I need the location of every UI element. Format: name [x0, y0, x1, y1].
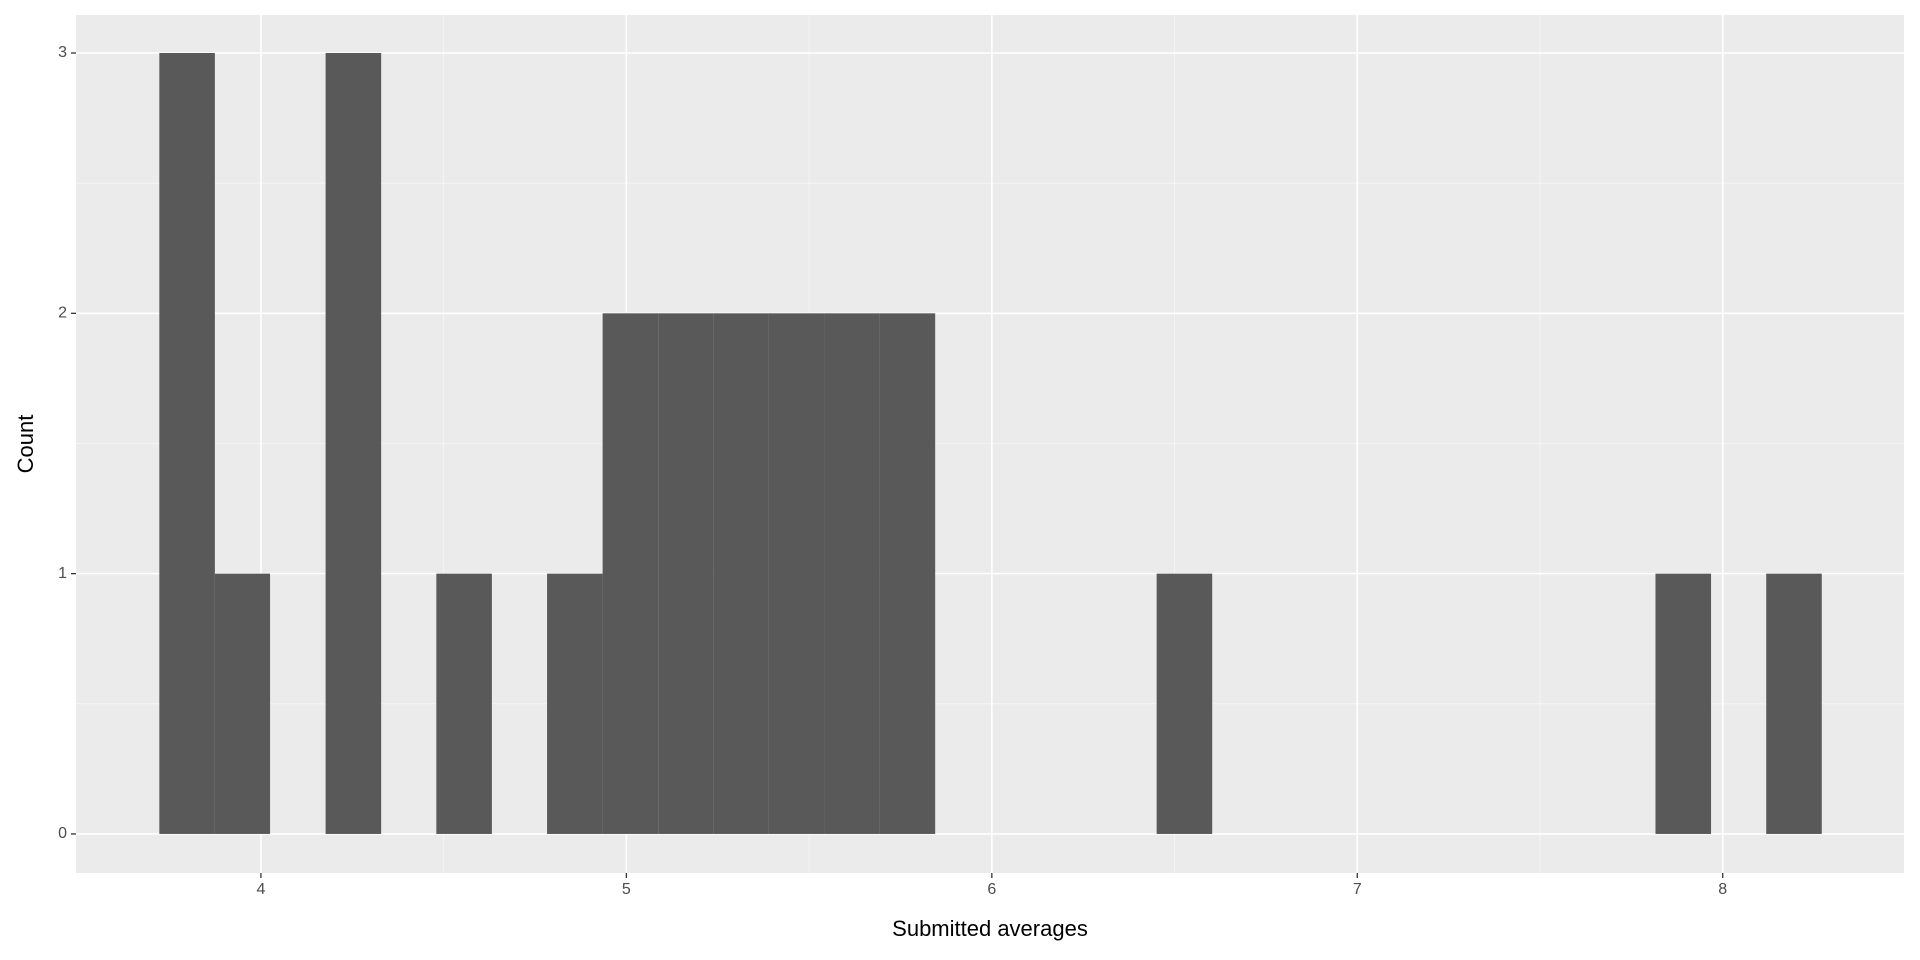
bar	[824, 313, 880, 834]
bar	[658, 313, 714, 834]
bar	[1655, 573, 1712, 834]
bar	[879, 313, 936, 834]
bar	[602, 313, 659, 834]
x-tick-label: 7	[1353, 881, 1362, 898]
x-tick-label: 8	[1718, 881, 1727, 898]
bar	[214, 573, 271, 834]
x-tick-label: 5	[622, 881, 631, 898]
x-axis-title: Submitted averages	[892, 916, 1088, 941]
bar	[1156, 573, 1213, 834]
bar	[436, 573, 492, 834]
bar	[547, 573, 603, 834]
bar	[713, 313, 769, 834]
axes: 4 5 6 7 8 0 1 2 3	[58, 44, 1727, 898]
y-tick-label: 1	[58, 565, 67, 582]
y-tick-label: 2	[58, 305, 67, 322]
bar	[325, 53, 382, 834]
y-tick-label: 0	[58, 825, 67, 842]
x-tick-label: 6	[987, 881, 996, 898]
y-axis-title: Count	[13, 415, 38, 474]
y-tick-label: 3	[58, 44, 67, 61]
bar	[159, 53, 215, 834]
bar	[1766, 573, 1822, 834]
bar	[768, 313, 825, 834]
x-tick-label: 4	[256, 881, 265, 898]
bars	[159, 53, 1822, 834]
